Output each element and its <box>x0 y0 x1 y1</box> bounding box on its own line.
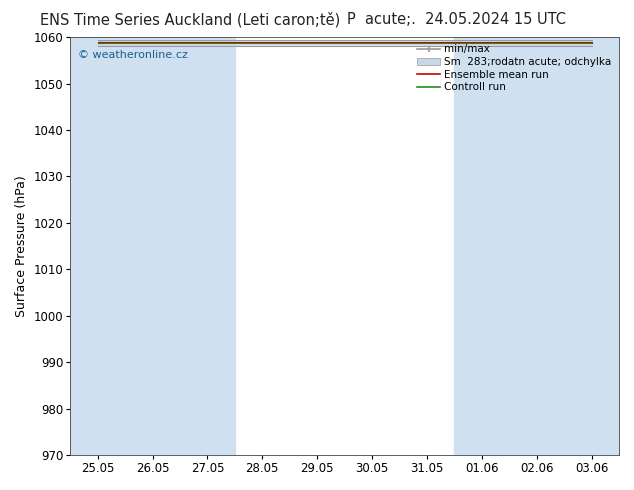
Bar <box>455 37 509 455</box>
Bar <box>509 37 564 455</box>
Y-axis label: Surface Pressure (hPa): Surface Pressure (hPa) <box>15 175 28 317</box>
Text: © weatheronline.cz: © weatheronline.cz <box>79 49 188 60</box>
Bar <box>125 37 180 455</box>
Legend: min/max, Sm  283;rodatn acute; odchylka, Ensemble mean run, Controll run: min/max, Sm 283;rodatn acute; odchylka, … <box>413 40 616 97</box>
Text: ENS Time Series Auckland (Leti caron;tě): ENS Time Series Auckland (Leti caron;tě) <box>40 12 340 28</box>
Bar <box>564 37 619 455</box>
Text: P  acute;.  24.05.2024 15 UTC: P acute;. 24.05.2024 15 UTC <box>347 12 566 27</box>
Bar <box>70 37 125 455</box>
Bar <box>180 37 235 455</box>
